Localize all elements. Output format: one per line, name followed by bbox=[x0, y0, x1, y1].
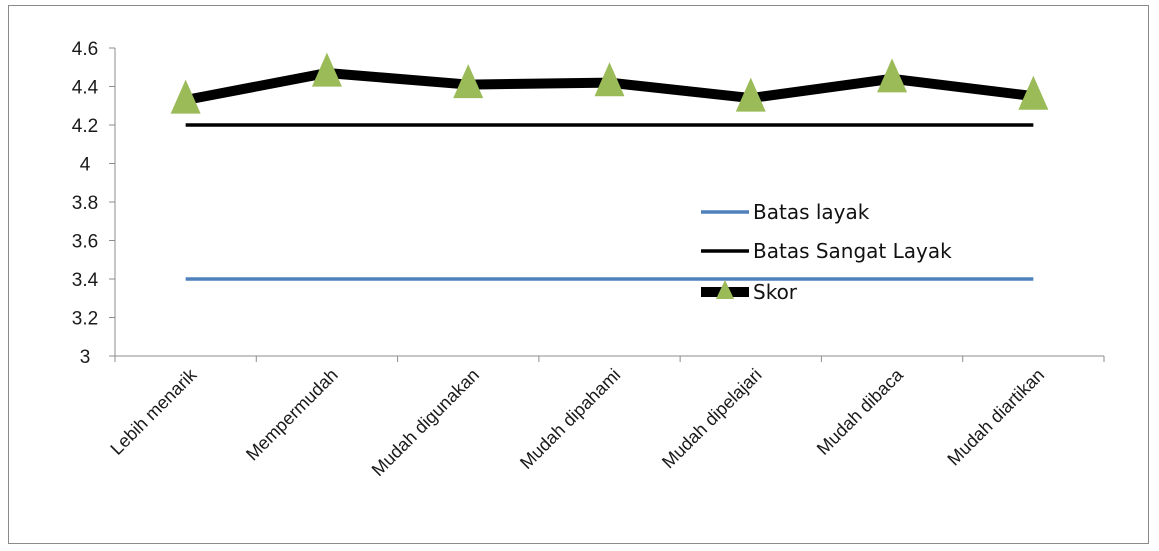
x-category-label: Mudah dipahami bbox=[516, 365, 624, 473]
legend-marker-icon bbox=[716, 280, 734, 299]
legend-label: Skor bbox=[753, 280, 798, 304]
x-category-label: Mudah dipelajari bbox=[658, 365, 766, 473]
y-tick-label: 4.4 bbox=[72, 78, 99, 99]
legend-label: Batas layak bbox=[753, 200, 870, 224]
data-point-marker bbox=[311, 52, 342, 87]
y-tick-label: 3.8 bbox=[72, 193, 98, 214]
y-tick-label: 3 bbox=[80, 347, 91, 368]
data-point-marker bbox=[1018, 75, 1049, 110]
legend: Batas layak Batas Sangat Layak Skor bbox=[701, 200, 952, 304]
y-tick-label: 3.4 bbox=[72, 270, 99, 291]
series-layer bbox=[170, 52, 1049, 281]
line-chart: 4.6 4.4 4.2 4 3.8 3.6 3.4 3.2 3 Lebih menarik Mem… bbox=[72, 39, 1105, 480]
chart-frame: 4.6 4.4 4.2 4 3.8 3.6 3.4 3.2 3 Lebih menarik Mem… bbox=[8, 5, 1149, 544]
y-tick-label: 4.6 bbox=[72, 39, 98, 60]
x-category-label: Mempermudah bbox=[242, 365, 342, 465]
x-category-label: Mudah digunakan bbox=[368, 365, 483, 480]
y-tick-label: 4.2 bbox=[72, 116, 98, 137]
x-axis: Lebih menarik Mempermudah Mudah digunakan M… bbox=[106, 355, 1105, 480]
data-point-marker bbox=[877, 58, 908, 93]
data-point-marker bbox=[735, 77, 766, 112]
data-point-marker bbox=[170, 79, 201, 114]
data-point-marker bbox=[594, 62, 625, 97]
y-axis: 4.6 4.4 4.2 4 3.8 3.6 3.4 3.2 3 bbox=[72, 39, 116, 368]
x-category-label: Lebih menarik bbox=[106, 364, 201, 459]
y-tick-label: 3.2 bbox=[72, 309, 98, 330]
x-category-label: Mudah diartikan bbox=[943, 365, 1048, 470]
x-category-label: Mudah dibaca bbox=[813, 364, 908, 459]
y-tick-label: 3.6 bbox=[72, 232, 98, 253]
legend-label: Batas Sangat Layak bbox=[753, 239, 952, 263]
y-tick-label: 4 bbox=[80, 155, 91, 176]
data-point-marker bbox=[453, 64, 484, 99]
